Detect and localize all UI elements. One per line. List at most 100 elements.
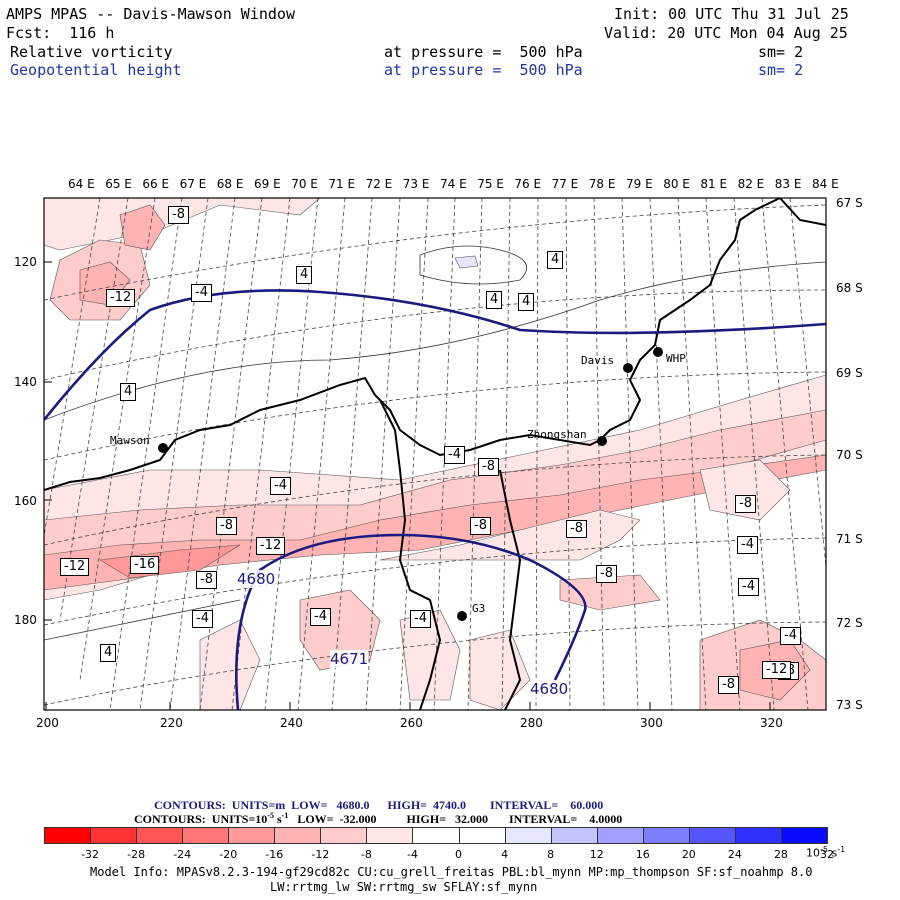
longitude-label: 75 E [477,177,504,191]
longitude-label: 65 E [105,177,132,191]
vorticity-label: -8 [196,571,217,589]
colorbar-cell [44,827,92,844]
colorbar-label: 12 [589,848,604,861]
colorbar-cell [228,827,276,844]
latitude-label: 67 S [836,196,863,210]
longitude-label: 70 E [291,177,318,191]
colorbar-cell [136,827,184,844]
colorbar-units: 10-5 s-1 [806,845,846,860]
longitude-label: 71 E [328,177,356,191]
vorticity-label: -12 [256,537,286,555]
colorbar-label: -24 [173,848,192,861]
longitude-label: 82 E [737,177,765,191]
vorticity-label: -4 [191,284,212,302]
colorbar-cell [366,827,414,844]
station-label: G3 [472,602,486,615]
colorbar-label: -4 [406,848,418,861]
longitude-label: 67 E [179,177,207,191]
height-label: 4671 [330,650,369,668]
vorticity-label: -8 [470,517,491,535]
latitude-label: 70 S [836,448,863,462]
x-axis-tick-label: 300 [640,716,663,730]
colorbar-cell [642,827,690,844]
colorbar-cell [780,827,828,844]
coastline [44,198,826,710]
vorticity-label: -12 [60,558,90,576]
colorbar-label: 16 [635,848,650,861]
colorbar-cell [458,827,506,844]
colorbar-label: 0 [455,848,463,861]
longitude-label: 80 E [663,177,690,191]
longitude-label: 74 E [440,177,467,191]
longitude-label: 81 E [700,177,728,191]
zhongshan-station-dot [597,436,607,446]
plot-title: AMPS MPAS -- Davis-Mawson Window [6,5,295,23]
longitude-label: 83 E [774,177,802,191]
vorticity-label: 4 [518,293,535,311]
model-info-line2: LW:rrtmg_lw SW:rrtmg_sw SFLAY:sf_mynn [270,880,538,894]
latitude-label: 73 S [836,698,863,712]
colorbar-cell [412,827,460,844]
longitude-label: 78 E [588,177,616,191]
vorticity-label: -4 [310,608,331,626]
colorbar-label: -28 [127,848,146,861]
colorbar-cell [320,827,368,844]
colorbar-label: 4 [501,848,509,861]
longitude-label: 76 E [514,177,542,191]
vorticity-label: -8 [168,206,189,224]
colorbar-label: 20 [681,848,696,861]
whp-station-dot [653,347,663,357]
vorticity-shading [44,198,826,710]
vorticity-label: 4 [100,644,117,662]
latitude-label: 72 S [836,616,863,630]
field1-smoothing: sm= 2 [758,43,804,61]
vorticity-label: 4 [120,383,137,401]
colorbar-label: -16 [265,848,284,861]
field2-level: at pressure = 500 hPa [384,61,583,79]
colorbar-cell [596,827,644,844]
vorticity-label: -4 [780,627,801,645]
longitude-label: 69 E [254,177,281,191]
vorticity-label: -8 [478,458,499,476]
colorbar-label: -12 [311,848,330,861]
vorticity-label: 4 [547,251,564,269]
x-axis-tick-label: 320 [760,716,783,730]
longitude-label: 73 E [402,177,430,191]
vorticity-label: 4 [296,266,313,284]
x-axis-tick-label: 280 [520,716,543,730]
g3-station-dot [457,611,467,621]
x-axis-tick-label: 260 [400,716,423,730]
vorticity-label: -8 [216,517,237,535]
field1-name: Relative vorticity [10,43,173,61]
valid-time: Valid: 20 UTC Mon 04 Aug 25 [604,24,848,42]
latitude-label: 69 S [836,366,863,380]
colorbar-label: 24 [727,848,742,861]
vorticity-label: -8 [735,495,756,513]
vorticity-label: -4 [410,610,431,628]
station-label: Mawson [110,434,150,447]
y-axis-tick-label: 140 [14,375,37,389]
vorticity-label: -4 [737,536,758,554]
y-axis-tick-label: 180 [14,613,37,627]
height-contours [44,289,826,710]
colorbar-label: -8 [360,848,372,861]
y-axis-tick-label: 120 [14,255,37,269]
davis-station-dot [623,363,633,373]
model-info: Model Info: MPASv8.2.3-194-gf29cd82c CU:… [90,865,813,879]
vorticity-label: -12 [106,289,136,307]
vorticity-contour-info: CONTOURS: UNITS=10-5 s-1 LOW= -32.000 HI… [134,811,623,826]
x-axis-tick-label: 220 [160,716,183,730]
colorbar-cell [504,827,552,844]
height-label: 4680 [237,570,276,588]
colorbar-label: 28 [773,848,788,861]
mawson-station-dot [158,443,168,453]
longitude-label: 77 E [551,177,579,191]
colorbar-cell [550,827,598,844]
colorbar-label: 8 [547,848,555,861]
height-contour-info: CONTOURS: UNITS=m LOW= 4680.0 HIGH= 4740… [154,798,604,812]
colorbar-label: -32 [81,848,100,861]
longitude-label: 66 E [142,177,170,191]
colorbar-cell [734,827,782,844]
station-markers [158,347,663,621]
